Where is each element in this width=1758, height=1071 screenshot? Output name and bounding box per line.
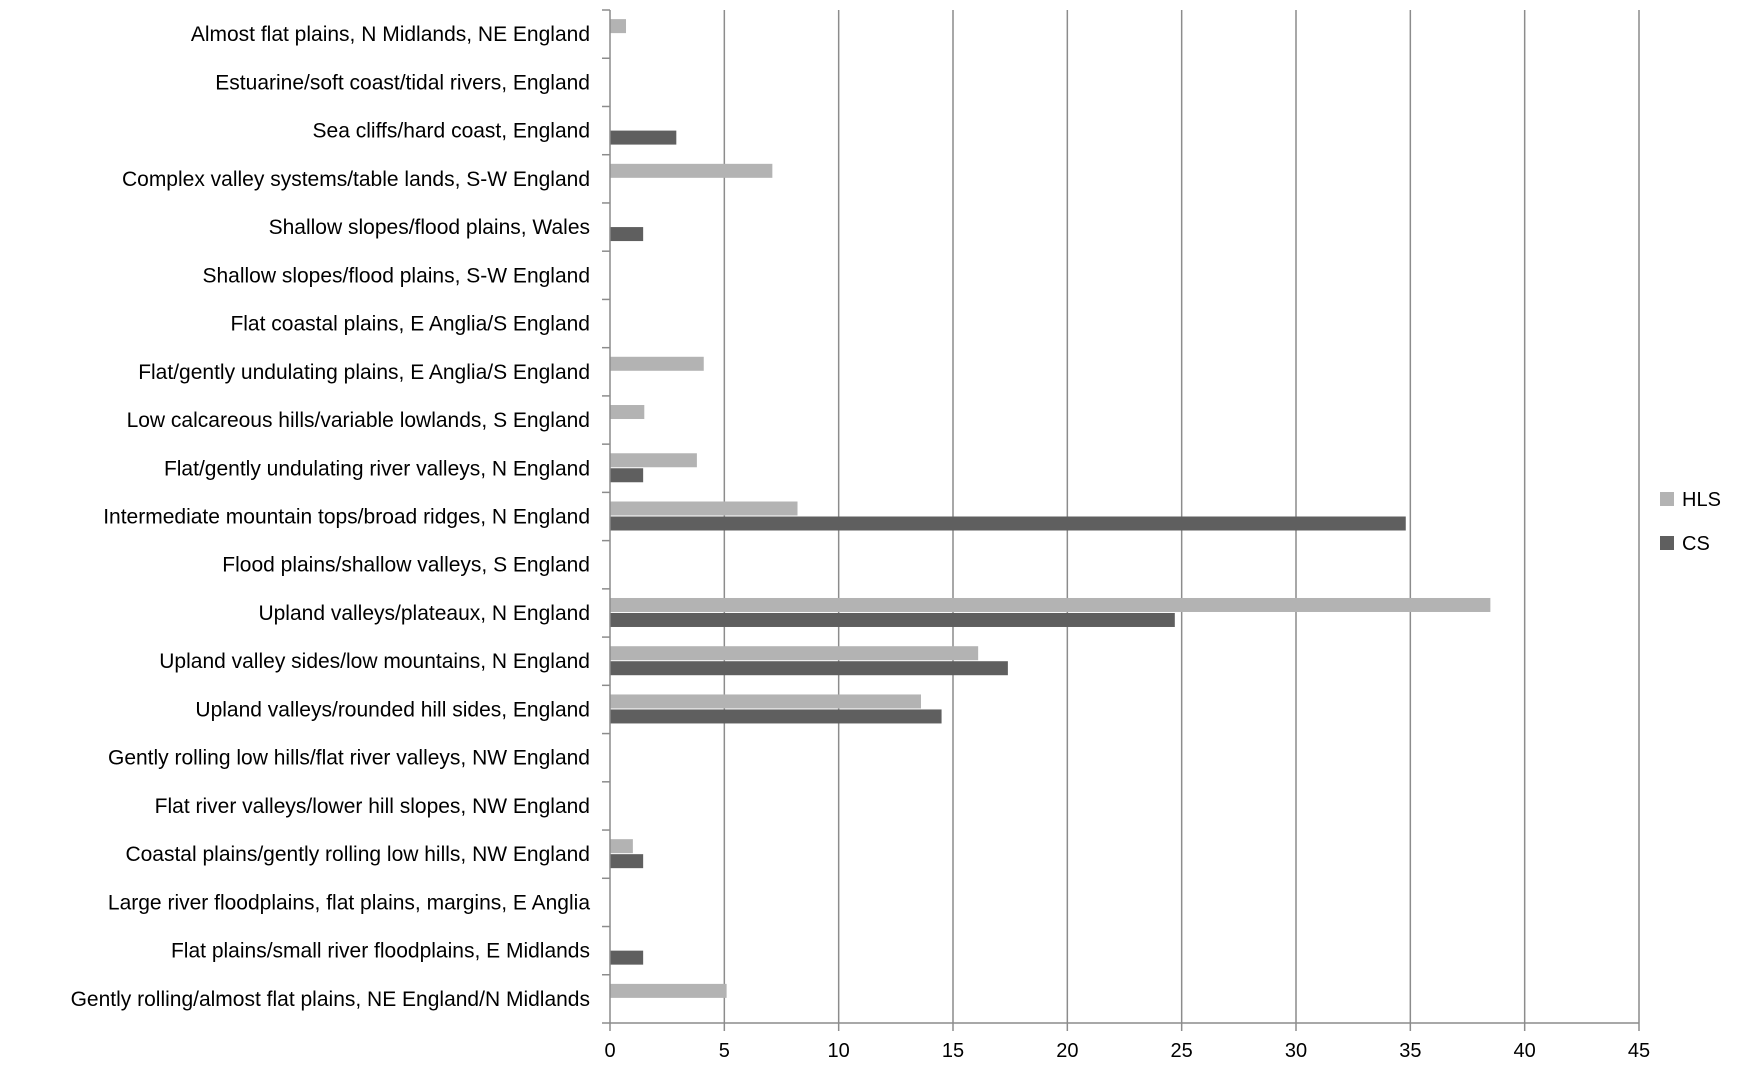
category-label: Upland valleys/plateaux, N England (258, 602, 590, 625)
x-tick-label-10: 10 (828, 1040, 850, 1062)
axis-layer: 0 5 10 15 20 25 30 35 40 45 (602, 9, 1650, 1062)
legend-swatch-cs (1660, 536, 1674, 550)
bar-cs (610, 661, 1008, 676)
category-label: Coastal plains/gently rolling low hills,… (125, 843, 590, 866)
category-label: Intermediate mountain tops/broad ridges,… (103, 506, 590, 529)
category-label: Large river floodplains, flat plains, ma… (108, 891, 590, 914)
category-label: Flood plains/shallow valleys, S England (222, 554, 590, 577)
bar-cs (610, 612, 1175, 627)
legend: HLS CS (1660, 489, 1721, 555)
category-label: Shallow slopes/flood plains, Wales (269, 216, 590, 239)
x-tick-label-25: 25 (1171, 1040, 1193, 1062)
x-tick-label-20: 20 (1056, 1040, 1078, 1062)
bar-cs (610, 130, 677, 145)
bar-hls (610, 163, 773, 178)
category-label: Upland valley sides/low mountains, N Eng… (159, 650, 590, 673)
category-label: Upland valleys/rounded hill sides, Engla… (195, 698, 590, 721)
x-tick-label-30: 30 (1285, 1040, 1307, 1062)
bar-cs (610, 854, 644, 869)
x-tick-label-15: 15 (942, 1040, 964, 1062)
bar-hls (610, 839, 633, 854)
bar-hls (610, 405, 645, 420)
bar-hls (610, 597, 1491, 612)
bar-hls (610, 501, 798, 516)
bar-hls (610, 694, 921, 709)
x-tick-label-35: 35 (1399, 1040, 1421, 1062)
category-label: Low calcareous hills/variable lowlands, … (127, 409, 590, 432)
legend-label-cs: CS (1682, 533, 1710, 555)
category-label: Gently rolling low hills/flat river vall… (108, 747, 590, 770)
bar-cs (610, 950, 644, 965)
bar-hls (610, 19, 627, 34)
bar-cs (610, 709, 942, 724)
category-label: Almost flat plains, N Midlands, NE Engla… (191, 23, 590, 46)
legend-swatch-hls (1660, 492, 1674, 506)
category-label: Flat/gently undulating river valleys, N … (164, 457, 590, 480)
bars-layer (610, 19, 1491, 998)
bar-hls (610, 356, 704, 371)
x-tick-label-40: 40 (1514, 1040, 1536, 1062)
labels-layer: Almost flat plains, N Midlands, NE Engla… (71, 23, 591, 1011)
category-label: Estuarine/soft coast/tidal rivers, Engla… (215, 71, 590, 94)
legend-label-hls: HLS (1682, 489, 1721, 511)
category-label: Flat coastal plains, E Anglia/S England (230, 313, 590, 336)
category-label: Gently rolling/almost flat plains, NE En… (71, 988, 590, 1011)
category-label: Flat plains/small river floodplains, E M… (171, 940, 590, 963)
category-label: Sea cliffs/hard coast, England (313, 120, 590, 143)
x-tick-label-45: 45 (1628, 1040, 1650, 1062)
bar-cs (610, 468, 644, 483)
x-tick-label-0: 0 (604, 1040, 615, 1062)
bar-cs (610, 227, 644, 242)
bar-cs (610, 516, 1406, 531)
bar-hls (610, 453, 697, 468)
category-label: Flat/gently undulating plains, E Anglia/… (138, 361, 590, 384)
bar-hls (610, 646, 979, 661)
category-label: Complex valley systems/table lands, S-W … (122, 168, 590, 191)
x-tick-label-5: 5 (719, 1040, 730, 1062)
bar-hls (610, 983, 727, 998)
category-label: Shallow slopes/flood plains, S-W England (202, 264, 590, 287)
category-label: Flat river valleys/lower hill slopes, NW… (155, 795, 590, 818)
